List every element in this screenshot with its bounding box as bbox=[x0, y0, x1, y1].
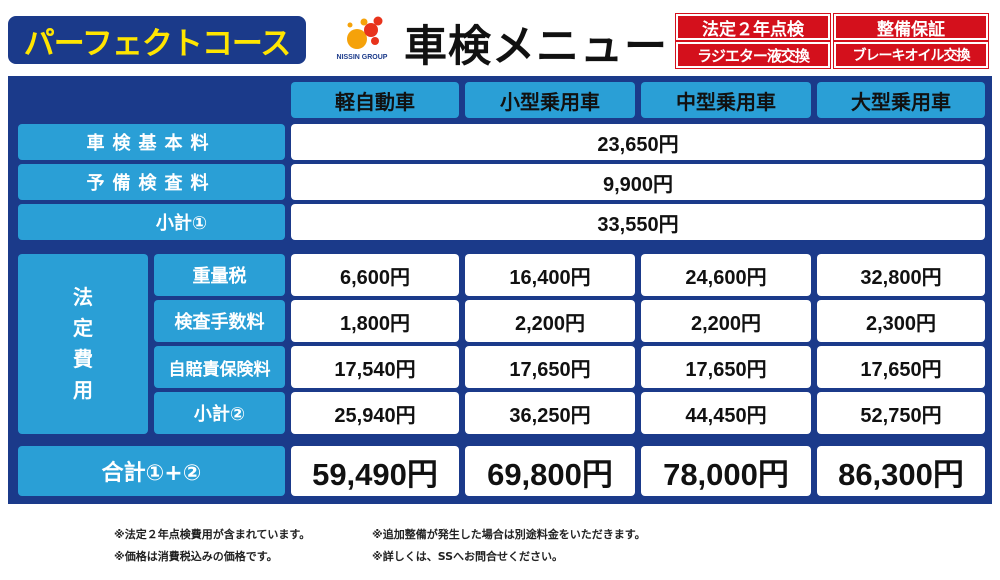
legal-fees-char: 法 bbox=[73, 285, 93, 309]
insurance-small: 17,650円 bbox=[465, 346, 635, 388]
price-table: 軽自動車 小型乗用車 中型乗用車 大型乗用車 車検基本料 23,650円 予備検… bbox=[8, 76, 992, 504]
inspection-fee-medium: 2,200円 bbox=[641, 300, 811, 342]
header: パーフェクトコース NISSIN GROUP 車検メニュー 法定２年点検 整備保… bbox=[0, 0, 1000, 72]
subtotal2-large: 52,750円 bbox=[817, 392, 985, 434]
spare-fee-value: 9,900円 bbox=[291, 164, 985, 200]
insurance-label: 自賠責保険料 bbox=[154, 346, 285, 388]
column-header-small: 小型乗用車 bbox=[465, 82, 635, 118]
subtotal2-label: 小計② bbox=[154, 392, 285, 434]
column-header-large: 大型乗用車 bbox=[817, 82, 985, 118]
tag-maintenance-warranty: 整備保証 bbox=[833, 13, 989, 41]
subtotal2-small: 36,250円 bbox=[465, 392, 635, 434]
weight-tax-large: 32,800円 bbox=[817, 254, 985, 296]
basic-fee-value: 23,650円 bbox=[291, 124, 985, 160]
inspection-fee-kei: 1,800円 bbox=[291, 300, 459, 342]
total-large: 86,300円 bbox=[817, 446, 985, 496]
subtotal1-value: 33,550円 bbox=[291, 204, 985, 240]
inspection-fee-small: 2,200円 bbox=[465, 300, 635, 342]
nissin-logo: NISSIN GROUP bbox=[334, 16, 390, 66]
tag-radiator-fluid: ラジエター液交換 bbox=[675, 41, 831, 69]
legal-fees-char: 用 bbox=[73, 378, 93, 402]
legal-fees-char: 費 bbox=[73, 347, 93, 371]
subtotal2-medium: 44,450円 bbox=[641, 392, 811, 434]
total-kei: 59,490円 bbox=[291, 446, 459, 496]
note-contact: ※詳しくは、SSへお問合せください。 bbox=[372, 550, 564, 563]
legal-fees-group-label: 法 定 費 用 bbox=[18, 254, 148, 434]
total-medium: 78,000円 bbox=[641, 446, 811, 496]
note-tax-included: ※価格は消費税込みの価格です。 bbox=[114, 550, 278, 563]
insurance-medium: 17,650円 bbox=[641, 346, 811, 388]
column-header-kei: 軽自動車 bbox=[291, 82, 459, 118]
subtotal1-label: 小計① bbox=[18, 204, 285, 240]
weight-tax-medium: 24,600円 bbox=[641, 254, 811, 296]
note-legal-inspection: ※法定２年点検費用が含まれています。 bbox=[114, 528, 311, 541]
subtotal2-kei: 25,940円 bbox=[291, 392, 459, 434]
inspection-fee-label: 検査手数料 bbox=[154, 300, 285, 342]
basic-fee-label: 車検基本料 bbox=[18, 124, 285, 160]
footer-notes: ※法定２年点検費用が含まれています。 ※追加整備が発生した場合は別途料金をいただ… bbox=[114, 518, 974, 576]
logo-dots-icon bbox=[347, 16, 383, 49]
spare-fee-label: 予備検査料 bbox=[18, 164, 285, 200]
total-small: 69,800円 bbox=[465, 446, 635, 496]
course-label: パーフェクトコース bbox=[23, 25, 292, 62]
page-title: 車検メニュー bbox=[404, 22, 668, 72]
course-badge: パーフェクトコース bbox=[8, 16, 306, 64]
tag-brake-oil: ブレーキオイル交換 bbox=[833, 41, 989, 69]
column-header-medium: 中型乗用車 bbox=[641, 82, 811, 118]
weight-tax-small: 16,400円 bbox=[465, 254, 635, 296]
weight-tax-label: 重量税 bbox=[154, 254, 285, 296]
weight-tax-kei: 6,600円 bbox=[291, 254, 459, 296]
legal-fees-char: 定 bbox=[73, 316, 93, 340]
insurance-kei: 17,540円 bbox=[291, 346, 459, 388]
note-additional-work: ※追加整備が発生した場合は別途料金をいただきます。 bbox=[372, 528, 646, 541]
total-label: 合計①+② bbox=[18, 446, 285, 496]
logo-text: NISSIN GROUP bbox=[336, 54, 388, 61]
inspection-fee-large: 2,300円 bbox=[817, 300, 985, 342]
insurance-large: 17,650円 bbox=[817, 346, 985, 388]
tag-legal-inspection: 法定２年点検 bbox=[675, 13, 831, 41]
